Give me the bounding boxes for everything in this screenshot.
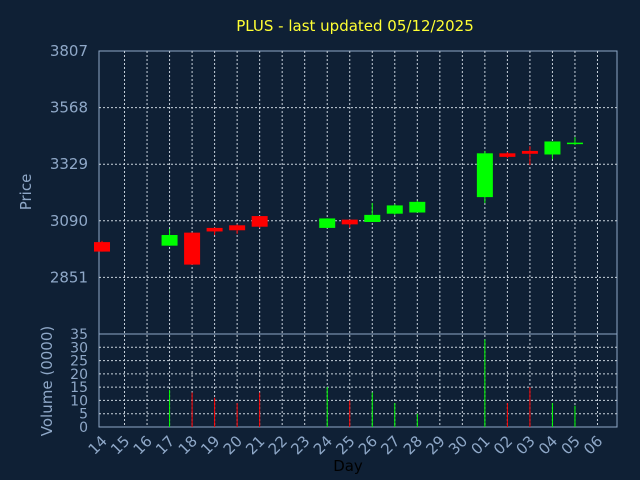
volume-tick-label: 15 (70, 380, 88, 396)
chart-title: PLUS - last updated 05/12/2025 (236, 17, 474, 35)
volume-axis-label: Volume (0000) (38, 326, 56, 436)
volume-tick-label: 20 (70, 367, 88, 383)
volume-bars (169, 339, 576, 427)
candle-body (499, 153, 516, 157)
price-tick-label: 3568 (50, 99, 88, 117)
candle-body (476, 153, 493, 198)
candle-body (521, 150, 538, 154)
volume-tick-label: 5 (79, 407, 88, 423)
volume-tick-label: 35 (70, 327, 88, 343)
price-tick-labels: 2851 3090 3329 3568 3807 (50, 42, 88, 286)
candle-body (544, 141, 561, 155)
candle-body (364, 214, 381, 222)
candle-body (229, 225, 246, 231)
price-tick-label: 3090 (50, 212, 88, 230)
volume-tick-label: 0 (79, 420, 88, 436)
candle-body (184, 232, 201, 265)
candle-body (341, 219, 358, 225)
price-axis-label: Price (17, 174, 35, 211)
candles (94, 137, 583, 265)
volume-tick-label: 30 (70, 340, 88, 356)
candle-body (251, 216, 268, 227)
day-tick-label: 06 (580, 432, 606, 458)
candle-body (386, 205, 403, 214)
price-tick-label: 2851 (50, 268, 88, 286)
price-tick-label: 3329 (50, 155, 88, 173)
volume-tick-label: 10 (70, 393, 88, 409)
price-panel (98, 50, 618, 335)
candle-body (206, 227, 223, 232)
candle-body (94, 242, 110, 252)
candle-body (161, 235, 178, 246)
candle-body (319, 218, 336, 228)
price-tick-label: 3807 (50, 42, 88, 60)
candle-body (409, 201, 426, 213)
candle-body (566, 142, 583, 145)
day-tick-labels: 1415161718192021222324252627282930010203… (85, 432, 607, 458)
x-axis-label: Day (333, 457, 363, 475)
volume-panel (98, 333, 618, 428)
volume-tick-label: 25 (70, 354, 88, 370)
